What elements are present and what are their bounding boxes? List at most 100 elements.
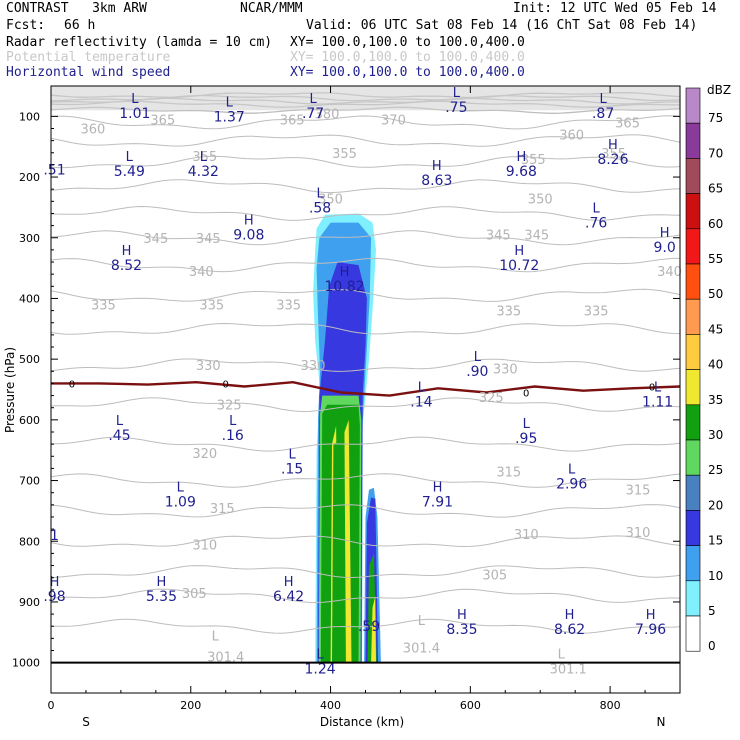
colorbar-swatch (685, 369, 701, 406)
theta-extremum-label: L (558, 648, 566, 663)
forecast-hours: 66 h (64, 18, 96, 33)
theta-contour (51, 504, 680, 518)
theta-contour-label: 345 (486, 229, 511, 244)
colorbar-swatch (685, 404, 701, 441)
theta-contour-label: 330 (196, 359, 221, 374)
colorbar-swatch (685, 228, 701, 265)
wind-extremum-value: 8.35 (446, 622, 477, 638)
colorbar-swatch (685, 510, 701, 546)
wind-extremum-value: 9.08 (233, 228, 264, 244)
wind-extremum-value: 4.32 (188, 164, 219, 180)
wind-extremum-marker: L (309, 92, 317, 107)
colorbar-swatch (685, 474, 701, 511)
wind-extremum-marker: L (418, 381, 426, 396)
wind-extremum-value: .77 (302, 106, 324, 122)
theta-contour-label: 355 (521, 153, 546, 168)
wind-extremum-marker: H (284, 575, 294, 590)
colorbar-swatch (685, 298, 701, 335)
field-xy-theta: XY= 100.0,100.0 to 100.0,400.0 (290, 50, 525, 65)
x-tick-label: 800 (600, 699, 621, 712)
colorbar-level-label: 5 (708, 604, 716, 618)
y-tick-label: 700 (19, 475, 40, 488)
forecast-label: Fcst: (6, 18, 46, 33)
wind-extremum-marker: L (316, 186, 324, 201)
wind-extremum-value: 1.24 (304, 662, 335, 678)
colorbar-swatch (685, 122, 701, 159)
theta-contour (51, 358, 680, 372)
wind-extremum-value: 6.42 (273, 589, 304, 605)
x-tick-label: 600 (460, 699, 481, 712)
wind-extremum-value: 8.63 (421, 173, 452, 189)
wind-extremum-value: .51 (43, 163, 65, 179)
theta-contour (51, 115, 680, 130)
wind-extremum-value: 9.68 (506, 164, 537, 180)
wind-extremum-value: .75 (445, 100, 467, 116)
colorbar-level-label: 15 (708, 534, 723, 548)
theta-contour-label: 330 (493, 362, 518, 377)
theta-contour-label: 365 (615, 116, 640, 131)
wind-extremum-marker: L (316, 648, 324, 663)
y-axis-label: Pressure (hPa) (3, 347, 17, 433)
theta-contour (51, 134, 680, 147)
colorbar-swatch (685, 615, 701, 652)
wind-extremum-marker: H (432, 159, 442, 174)
x-tick-label: 400 (320, 699, 341, 712)
field-xy-wind: XY= 100.0,100.0 to 100.0,400.0 (290, 65, 525, 80)
theta-contour (51, 179, 680, 194)
theta-contour-label: 310 (626, 526, 651, 541)
theta-contour-label: 335 (91, 299, 116, 314)
theta-contour-label: 335 (496, 305, 521, 320)
wind-extremum-value: 10.82 (324, 279, 364, 295)
theta-contour-label: 380 (315, 107, 340, 122)
field-name-theta: Potential temperature (6, 50, 171, 65)
x-tick-label: 0 (48, 699, 55, 712)
theta-contour-label: 315 (496, 465, 521, 480)
colorbar-level-label: 45 (708, 322, 723, 336)
y-tick-label: 600 (19, 414, 40, 427)
wind-extremum-marker: L (229, 414, 237, 429)
freezing-level-label: 0 (69, 379, 75, 390)
y-tick-label: 800 (19, 535, 40, 548)
colorbar-unit: dBZ (707, 83, 731, 97)
wind-extremum-marker: L (654, 381, 662, 396)
theta-contour-label: 350 (318, 192, 343, 207)
colorbar-level-label: 65 (708, 182, 723, 196)
wind-extremum-marker: H (433, 481, 443, 496)
theta-contour-label: 325 (217, 399, 242, 414)
y-tick-label: 300 (19, 232, 40, 245)
wind-extremum-value: 1 (50, 528, 59, 544)
wind-extremum-value: 1.37 (214, 109, 245, 125)
colorbar-level-label: 25 (708, 463, 723, 477)
wind-extremum-marker: H (340, 265, 350, 280)
theta-contour (51, 155, 680, 169)
theta-contour-label: 340 (657, 265, 682, 280)
colorbar-level-label: 10 (708, 569, 723, 583)
y-tick-label: 400 (19, 292, 40, 305)
init-time: Init: 12 UTC Wed 05 Feb 14 (513, 1, 717, 16)
theta-contour-label: 355 (332, 147, 357, 162)
x-axis-label: Distance (km) (320, 715, 404, 729)
theta-contour (51, 535, 680, 548)
wind-extremum-marker: L (226, 95, 234, 110)
wind-extremum-marker: H (660, 226, 670, 241)
wind-extremum-value: 7.96 (635, 622, 666, 638)
wind-extremum-marker: L (131, 92, 139, 107)
field-name-wind: Horizontal wind speed (6, 65, 171, 80)
theta-contour-label: 315 (210, 502, 235, 517)
theta-contour-label: 365 (280, 113, 305, 128)
theta-contour-label: 305 (482, 569, 507, 584)
theta-contour-label: 365 (150, 113, 175, 128)
field-xy-reflectivity: XY= 100.0,100.0 to 100.0,400.0 (290, 35, 525, 50)
theta-contour-label: 370 (381, 113, 406, 128)
theta-contour-label: 345 (143, 232, 168, 247)
wind-extremum-marker: H (50, 575, 60, 590)
colorbar-swatch (685, 439, 701, 476)
theta-contour (51, 205, 680, 221)
wind-extremum-marker: H (565, 608, 575, 623)
y-tick-label: 200 (19, 171, 40, 184)
wind-extremum-value: 8.62 (554, 622, 585, 638)
theta-contour (51, 322, 680, 335)
wind-extremum-value: 1.11 (642, 395, 673, 411)
wind-extremum-value: 9.0 (653, 240, 675, 256)
theta-contour-label: 330 (301, 359, 326, 374)
